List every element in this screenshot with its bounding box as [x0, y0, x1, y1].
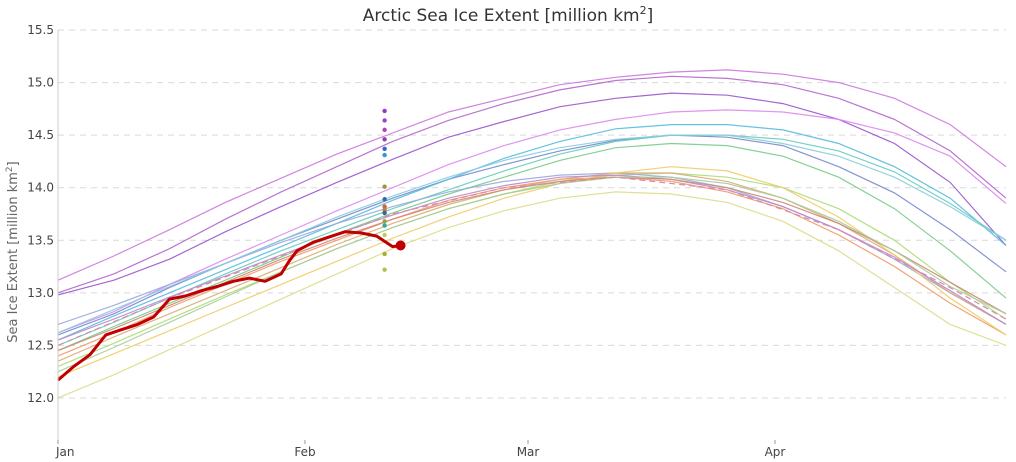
chart-title-suffix: ] — [647, 6, 654, 26]
current-year-line — [57, 230, 401, 382]
daily-marker — [382, 207, 387, 212]
daily-marker — [382, 232, 387, 238]
y-axis-label-suffix: ] — [6, 161, 21, 166]
chart-title: Arctic Sea Ice Extent [million km2] — [363, 4, 654, 26]
chart-title-superscript: 2 — [640, 4, 647, 17]
y-tick-label: 12.5 — [27, 338, 54, 352]
series-line-3 — [57, 92, 1007, 296]
series-line-16 — [57, 174, 1007, 341]
current-year-endpoint — [395, 240, 406, 251]
y-tick-label: 14.0 — [27, 181, 54, 195]
y-tick-label: 12.0 — [27, 391, 54, 405]
daily-marker — [382, 127, 387, 133]
gridlines — [58, 29, 1006, 399]
series-line-8 — [57, 142, 1007, 352]
series-line-14 — [57, 191, 1007, 399]
x-tick-label: Jan — [55, 445, 75, 459]
median-series — [57, 176, 1007, 346]
y-tick-label: 14.5 — [27, 128, 54, 142]
series-line-1 — [57, 69, 1007, 281]
daily-marker — [382, 118, 387, 123]
y-axis-label: Sea Ice Extent [million km2] — [5, 161, 21, 342]
historical-series — [57, 69, 1007, 399]
x-tick-label: Mar — [517, 445, 540, 459]
y-tick-label: 15.0 — [27, 76, 54, 90]
current-year-series — [57, 230, 406, 382]
series-line-7 — [57, 134, 1007, 346]
daily-marker — [382, 267, 387, 272]
series-line-6 — [57, 124, 1007, 341]
daily-marker — [382, 108, 387, 114]
daily-marker — [382, 184, 387, 189]
y-tick-labels: 12.0 12.5 13.0 13.5 14.0 14.5 15.0 15.5 — [27, 23, 54, 405]
series-line-15 — [57, 134, 1007, 334]
series-line-2 — [57, 75, 1007, 294]
x-tick-label: Apr — [765, 445, 786, 459]
daily-marker — [382, 251, 387, 257]
daily-marker — [382, 204, 387, 209]
daily-markers — [382, 108, 387, 272]
x-tick-labels: Jan Feb Mar Apr — [55, 440, 785, 459]
y-tick-label: 13.5 — [27, 233, 54, 247]
daily-marker — [382, 146, 387, 151]
series-line-4 — [57, 109, 1007, 334]
y-tick-label: 13.0 — [27, 286, 54, 300]
daily-marker — [382, 210, 387, 216]
daily-marker — [382, 137, 387, 142]
series-line-9 — [57, 172, 1007, 367]
series-line-13 — [57, 166, 1007, 378]
series-line-18 — [57, 176, 1007, 373]
chart-title-text: Arctic Sea Ice Extent [million km — [363, 6, 640, 26]
series-line-17 — [57, 176, 1007, 352]
y-tick-label: 15.5 — [27, 23, 54, 37]
daily-marker — [382, 197, 387, 202]
daily-marker — [382, 152, 387, 158]
daily-marker — [382, 219, 387, 224]
y-axis-label-text: Sea Ice Extent [million km — [6, 172, 21, 343]
daily-marker — [382, 223, 387, 228]
x-tick-label: Feb — [294, 445, 315, 459]
y-axis-label-superscript: 2 — [5, 166, 15, 172]
median-line — [57, 176, 1007, 346]
